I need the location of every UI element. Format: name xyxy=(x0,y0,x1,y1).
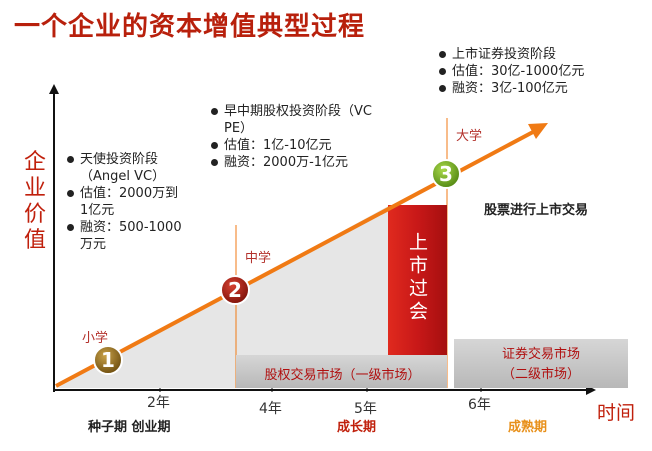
secondary-market-box xyxy=(454,339,628,388)
primary-market-box xyxy=(236,355,447,388)
period-growth: 成长期 xyxy=(337,420,377,435)
period-seed-startup: 种子期 创业期 xyxy=(88,420,171,435)
y-axis-label: 企业价值 xyxy=(23,150,46,253)
ipo-label: 上市过会 xyxy=(406,232,428,324)
growth-arrowhead xyxy=(528,123,548,139)
listed-line-valuation: 估值：30亿-1000亿元 xyxy=(438,63,648,80)
vcpe-investment-info: 早中期股权投资阶段（VC PE） 估值：1亿-10亿元 融资：2000万-1亿元 xyxy=(210,103,390,171)
page-title: 一个企业的资本增值典型过程 xyxy=(14,12,366,42)
listed-investment-info: 上市证券投资阶段 估值：30亿-1000亿元 融资：3亿-100亿元 xyxy=(438,46,648,97)
listed-line-financing: 融资：3亿-100亿元 xyxy=(438,80,648,97)
tick-4y: 4年 xyxy=(259,401,282,417)
stage-badge-1 xyxy=(93,345,123,375)
stage-badge-2-num: 2 xyxy=(228,278,242,302)
angel-line-stage: 天使投资阶段（Angel VC） xyxy=(66,151,186,185)
primary-market-label: 股权交易市场（一级市场） xyxy=(264,368,421,383)
angel-line-financing: 融资：500-1000万元 xyxy=(66,219,186,253)
stage-label-1: 小学 xyxy=(82,331,109,346)
vcpe-line-valuation: 估值：1亿-10亿元 xyxy=(210,137,390,154)
ipo-box xyxy=(388,205,447,355)
vcpe-line-financing: 融资：2000万-1亿元 xyxy=(210,154,390,171)
tick-5y: 5年 xyxy=(354,401,377,417)
tick-6y: 6年 xyxy=(468,397,491,413)
angel-line-valuation: 估值：2000万到1亿元 xyxy=(66,185,186,219)
secondary-market-line-1: 证券交易市场 xyxy=(501,347,580,362)
stage-badge-3-num: 3 xyxy=(439,162,453,186)
listed-trading-label: 股票进行上市交易 xyxy=(484,203,589,218)
listed-line-stage: 上市证券投资阶段 xyxy=(438,46,648,63)
vcpe-line-stage: 早中期股权投资阶段（VC PE） xyxy=(210,103,390,137)
stage-label-3: 大学 xyxy=(456,129,483,144)
stage-badge-3 xyxy=(431,159,461,189)
x-axis-label: 时间 xyxy=(597,402,636,424)
period-mature: 成熟期 xyxy=(508,420,548,435)
tick-2y: 2年 xyxy=(147,395,170,411)
stage-label-2: 中学 xyxy=(245,251,272,266)
secondary-market-line-2: （二级市场） xyxy=(501,367,580,382)
stage-badge-1-num: 1 xyxy=(101,348,115,372)
angel-investment-info: 天使投资阶段（Angel VC） 估值：2000万到1亿元 融资：500-100… xyxy=(66,151,186,253)
stage-badge-2 xyxy=(220,275,250,305)
secondary-market-label: 证券交易市场 （二级市场） xyxy=(454,345,628,385)
